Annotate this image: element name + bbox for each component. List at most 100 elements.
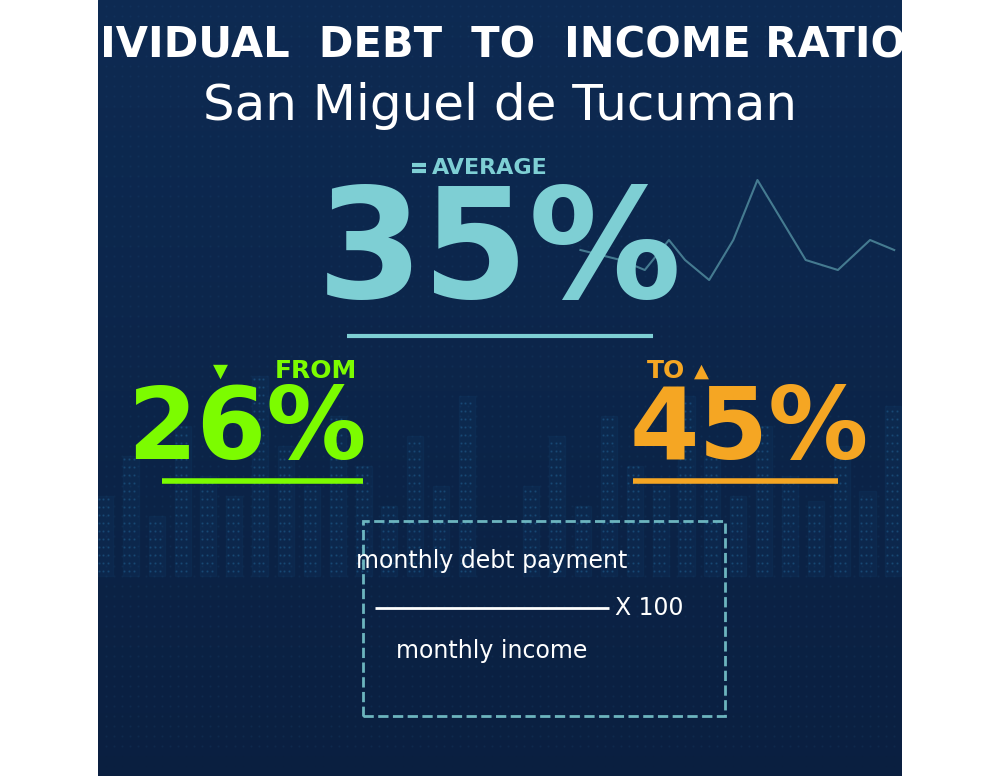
Bar xyxy=(98,299,902,303)
Bar xyxy=(98,365,902,369)
Bar xyxy=(730,496,746,576)
Bar xyxy=(98,663,902,667)
Bar xyxy=(98,70,902,74)
Bar xyxy=(98,594,902,598)
Bar xyxy=(98,93,902,97)
Bar xyxy=(98,144,902,147)
Bar xyxy=(549,436,565,576)
Bar xyxy=(98,566,902,570)
Bar xyxy=(98,303,902,307)
Bar xyxy=(98,539,902,543)
Bar xyxy=(98,19,902,23)
Bar xyxy=(98,524,902,528)
Bar xyxy=(98,47,902,50)
Bar xyxy=(98,314,902,318)
Bar xyxy=(98,609,902,613)
Bar xyxy=(98,431,902,435)
Bar xyxy=(98,182,902,186)
Bar xyxy=(98,656,902,660)
Bar xyxy=(98,574,902,578)
Bar xyxy=(98,198,902,202)
Bar xyxy=(98,396,902,400)
Bar xyxy=(98,508,902,512)
Bar xyxy=(98,353,902,357)
Bar xyxy=(98,477,902,481)
Bar xyxy=(98,625,902,629)
Bar xyxy=(98,551,902,555)
Bar xyxy=(98,105,902,109)
Bar xyxy=(98,225,902,229)
Bar xyxy=(98,66,902,70)
Bar xyxy=(175,426,191,576)
Bar xyxy=(98,590,902,594)
Text: TO: TO xyxy=(647,359,685,383)
Bar xyxy=(98,283,902,287)
Bar xyxy=(98,109,902,113)
Bar xyxy=(98,268,902,272)
Bar xyxy=(98,369,902,372)
Bar xyxy=(98,318,902,322)
Bar xyxy=(98,629,902,632)
Bar xyxy=(98,16,902,19)
Bar xyxy=(98,543,902,547)
Bar xyxy=(98,43,902,47)
Bar xyxy=(98,101,902,105)
Bar xyxy=(98,683,902,687)
Bar xyxy=(98,473,902,477)
Bar xyxy=(98,419,902,423)
Bar xyxy=(98,89,902,93)
Bar xyxy=(98,151,902,155)
Bar xyxy=(678,396,695,576)
Bar xyxy=(98,570,902,574)
Bar xyxy=(98,415,902,419)
Bar xyxy=(98,206,902,210)
Bar xyxy=(98,260,902,264)
Bar xyxy=(98,322,902,326)
Bar xyxy=(98,559,902,563)
Bar xyxy=(98,438,902,442)
Bar xyxy=(98,384,902,388)
Bar xyxy=(98,213,902,217)
Bar xyxy=(808,501,824,576)
Bar xyxy=(98,116,902,120)
Bar xyxy=(98,660,902,663)
Bar xyxy=(98,23,902,27)
Text: INDIVIDUAL  DEBT  TO  INCOME RATIO  IN: INDIVIDUAL DEBT TO INCOME RATIO IN xyxy=(15,25,985,67)
Bar xyxy=(98,171,902,175)
Bar xyxy=(98,78,902,81)
Bar xyxy=(98,275,902,279)
Bar xyxy=(98,345,902,349)
Bar xyxy=(98,520,902,524)
Bar xyxy=(98,39,902,43)
Bar xyxy=(98,97,902,101)
Bar xyxy=(407,436,423,576)
Bar xyxy=(98,667,902,671)
Bar xyxy=(98,578,902,582)
Bar xyxy=(98,85,902,89)
Bar xyxy=(98,598,902,601)
Bar xyxy=(98,644,902,648)
Bar xyxy=(356,466,372,576)
Bar xyxy=(98,454,902,458)
Bar xyxy=(601,416,617,576)
Bar xyxy=(98,613,902,617)
Bar xyxy=(98,427,902,431)
Bar xyxy=(98,710,902,714)
Bar xyxy=(98,528,902,532)
Bar xyxy=(98,458,902,462)
Bar xyxy=(98,679,902,683)
Bar xyxy=(97,496,113,576)
Bar xyxy=(98,210,902,213)
Text: AVERAGE: AVERAGE xyxy=(432,158,547,178)
Bar xyxy=(756,426,772,576)
Bar xyxy=(782,476,798,576)
Bar xyxy=(98,586,902,590)
Bar xyxy=(98,202,902,206)
Bar xyxy=(98,330,902,334)
Bar xyxy=(381,506,397,576)
Bar xyxy=(98,27,902,31)
Bar xyxy=(98,388,902,392)
Bar xyxy=(98,159,902,163)
Bar xyxy=(98,54,902,58)
Bar xyxy=(98,636,902,640)
